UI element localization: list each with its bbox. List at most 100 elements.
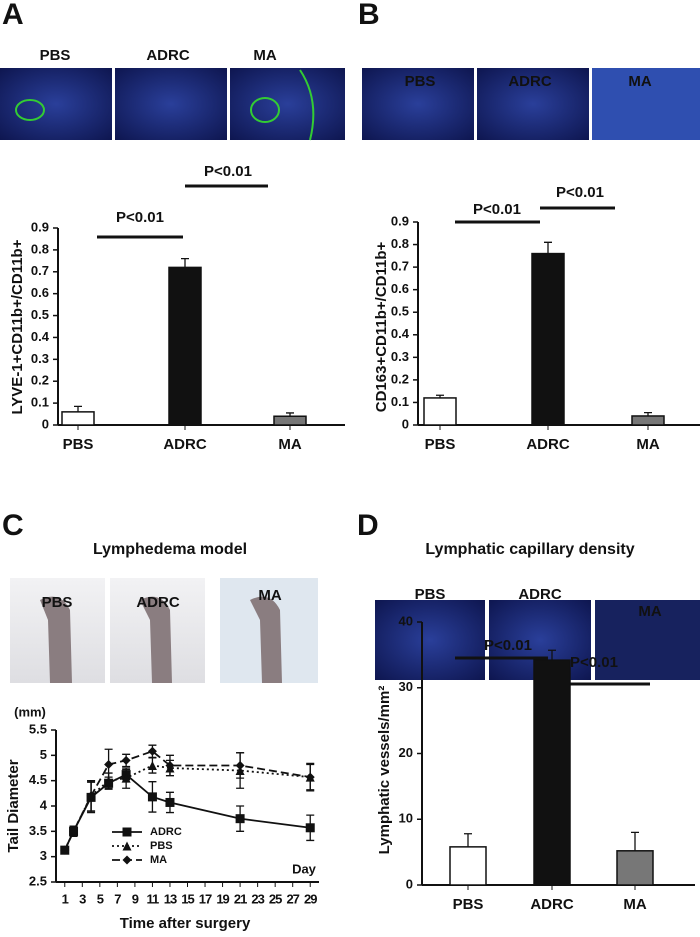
marker	[235, 814, 245, 824]
x-tick-label: 19	[216, 891, 229, 906]
photos	[10, 578, 318, 683]
series-line	[63, 764, 311, 851]
marker	[165, 797, 175, 807]
chart-title: Lymphedema model	[93, 541, 247, 558]
x-tick-label: 21	[234, 891, 247, 906]
marker	[305, 772, 315, 782]
y-tick-label: 0.4	[391, 326, 410, 341]
y-tick-label: 0.1	[391, 394, 409, 409]
image-label: MA	[253, 47, 276, 64]
y-tick-label: 0.1	[31, 395, 49, 410]
x-tick-label: 11	[147, 891, 160, 906]
legend-label: ADRC	[150, 826, 182, 838]
bar	[423, 397, 457, 426]
x-tick-label: 17	[199, 891, 212, 906]
y-tick-label: 0.7	[31, 263, 49, 278]
image-label: PBS	[405, 73, 436, 90]
y-tick-label: 5	[40, 747, 47, 762]
bar	[273, 415, 307, 426]
bar	[631, 415, 665, 426]
legend-marker	[122, 855, 132, 865]
image-label: PBS	[42, 594, 73, 611]
y-tick-label: 0	[402, 416, 409, 431]
micrographs	[362, 68, 700, 140]
marker	[104, 759, 114, 769]
panel-letter: B	[358, 0, 380, 31]
y-tick-label: 0.2	[31, 373, 49, 388]
y-tick-label: 0.9	[391, 213, 409, 228]
x-tick-label: ADRC	[530, 896, 573, 913]
y-tick-label: 4.5	[29, 772, 47, 787]
y-tick-label: 0.5	[391, 304, 409, 319]
x-tick-label: 3	[79, 891, 86, 906]
y-unit: (mm)	[14, 704, 46, 719]
y-axis-label: CD163+CD11b+/CD11b+	[373, 242, 390, 413]
y-axis-label: Tail Diameter	[5, 759, 22, 852]
y-tick-label: 0.7	[391, 259, 409, 274]
marker	[165, 760, 175, 770]
micrographs	[375, 600, 700, 680]
x-tick-label: PBS	[425, 436, 456, 453]
x-tick-label: MA	[636, 436, 659, 453]
marker	[147, 760, 157, 770]
y-tick-label: 0	[42, 416, 49, 431]
x-tick-label: 5	[97, 891, 104, 906]
y-tick-label: 0.9	[31, 219, 49, 234]
x-tick-label: MA	[278, 436, 301, 453]
x-tick-label: ADRC	[163, 436, 206, 453]
y-tick-label: 0.3	[391, 349, 409, 364]
y-tick-label: 0	[406, 876, 413, 891]
y-tick-label: 3	[40, 848, 47, 863]
x-tick-label: ADRC	[526, 436, 569, 453]
legend-marker	[122, 841, 132, 851]
bar	[616, 850, 654, 886]
x-axis-label: Time after surgery	[120, 915, 251, 932]
x-tick-label: 29	[304, 891, 317, 906]
x-tick-label: 23	[251, 891, 264, 906]
x-tick-label: 25	[269, 891, 282, 906]
y-tick-label: 0.8	[391, 236, 409, 251]
legend-label: PBS	[150, 840, 173, 852]
x-tick-label: MA	[623, 896, 646, 913]
annotation: P<0.01	[570, 654, 618, 671]
x-tick-label: 13	[164, 891, 177, 906]
marker	[121, 755, 131, 765]
panel-letter: A	[2, 0, 24, 31]
y-tick-label: 0.6	[391, 281, 409, 296]
chart-title: Lymphatic capillary density	[425, 541, 634, 558]
marker	[147, 746, 157, 756]
y-axis-label: Lymphatic vessels/mm²	[376, 686, 393, 855]
x-tick-label: 15	[181, 891, 194, 906]
micrographs	[0, 68, 345, 141]
annotation: P<0.01	[116, 209, 164, 226]
panel-letter: D	[357, 509, 379, 542]
x-tick-label: 1	[62, 891, 69, 906]
y-tick-label: 5.5	[29, 721, 47, 736]
bar	[168, 266, 202, 426]
image-label: ADRC	[146, 47, 189, 64]
x-tick-label: 7	[114, 891, 121, 906]
x-tick-label: PBS	[453, 896, 484, 913]
annotation: P<0.01	[484, 637, 532, 654]
y-tick-label: 0.3	[31, 351, 49, 366]
legend-label: MA	[150, 854, 167, 866]
bar	[533, 659, 571, 886]
y-tick-label: 2.5	[29, 873, 47, 888]
y-tick-label: 3.5	[29, 823, 47, 838]
marker	[147, 792, 157, 802]
x-tick-label: 27	[286, 891, 299, 906]
marker	[235, 760, 245, 770]
series-line	[63, 773, 311, 851]
image-label: ADRC	[508, 73, 551, 90]
y-axis-label: LYVE-1+CD11b+/CD11b+	[9, 239, 26, 414]
series-line	[63, 750, 311, 851]
y-tick-label: 40	[399, 613, 413, 628]
y-tick-label: 4	[40, 797, 48, 812]
image-label: MA	[638, 603, 661, 620]
y-tick-label: 0.5	[31, 307, 49, 322]
y-tick-label: 30	[399, 679, 413, 694]
marker	[305, 823, 315, 833]
annotation: P<0.01	[204, 163, 252, 180]
image-label: ADRC	[518, 586, 561, 603]
